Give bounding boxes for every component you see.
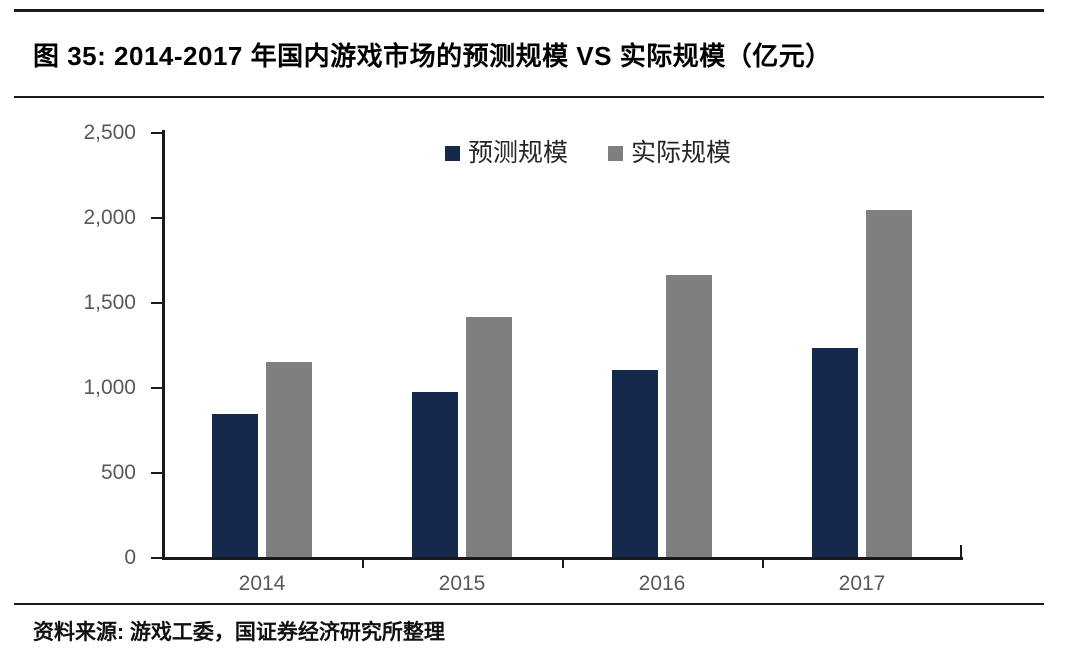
y-axis-tick: [151, 132, 163, 135]
y-axis-tick-label: 1,500: [83, 291, 136, 315]
chart-legend: 预测规模 实际规模: [445, 141, 731, 166]
footer-divider-rule: [14, 603, 1044, 605]
legend-item-actual: 实际规模: [608, 141, 731, 166]
y-axis-tick-label: 0: [124, 546, 136, 569]
y-axis-tick-label: 2,000: [83, 206, 136, 230]
legend-label: 实际规模: [631, 139, 732, 167]
y-axis-tick: [151, 387, 163, 390]
y-axis-tick-label: 1,000: [83, 376, 136, 400]
bar-forecast-2015: [412, 392, 458, 557]
x-axis-line: [162, 557, 963, 560]
bar-actual-2017: [866, 210, 912, 557]
bar-chart: 预测规模 实际规模 0 500 1,000 1,500 2,000 2,500 2014 201…: [83, 121, 963, 595]
y-axis-tick-label: 2,500: [83, 121, 136, 145]
y-axis-line: [162, 130, 165, 560]
x-axis-tick-label: 2017: [838, 572, 886, 595]
figure-title: 图 35: 2014-2017 年国内游戏市场的预测规模 VS 实际规模（亿元）: [33, 41, 832, 71]
y-axis-tick: [151, 302, 163, 305]
bar-forecast-2017: [812, 348, 858, 557]
bar-forecast-2016: [612, 370, 658, 557]
y-axis-tick-label: 500: [100, 461, 136, 485]
bar-forecast-2014: [212, 414, 258, 557]
legend-item-forecast: 预测规模: [445, 141, 568, 166]
bar-actual-2014: [266, 362, 312, 557]
title-divider-rule: [14, 96, 1044, 98]
legend-label: 预测规模: [468, 139, 569, 167]
y-axis-tick: [151, 557, 163, 559]
bar-actual-2016: [666, 275, 712, 557]
x-axis-end-tick: [960, 545, 962, 558]
legend-swatch-actual: [608, 146, 624, 161]
x-axis-tick: [562, 559, 564, 568]
x-axis-tick: [362, 559, 364, 568]
x-axis-tick-label: 2014: [238, 572, 286, 595]
x-axis-tick-label: 2015: [438, 572, 486, 595]
x-axis-tick-label: 2016: [638, 572, 686, 595]
y-axis-tick: [151, 472, 163, 475]
top-rule: [14, 9, 1044, 12]
legend-swatch-forecast: [445, 146, 460, 161]
source-note: 资料来源: 游戏工委，国证券经济研究所整理: [33, 621, 445, 644]
y-axis-tick: [151, 217, 163, 220]
bar-actual-2015: [466, 317, 512, 557]
x-axis-tick: [762, 559, 764, 568]
